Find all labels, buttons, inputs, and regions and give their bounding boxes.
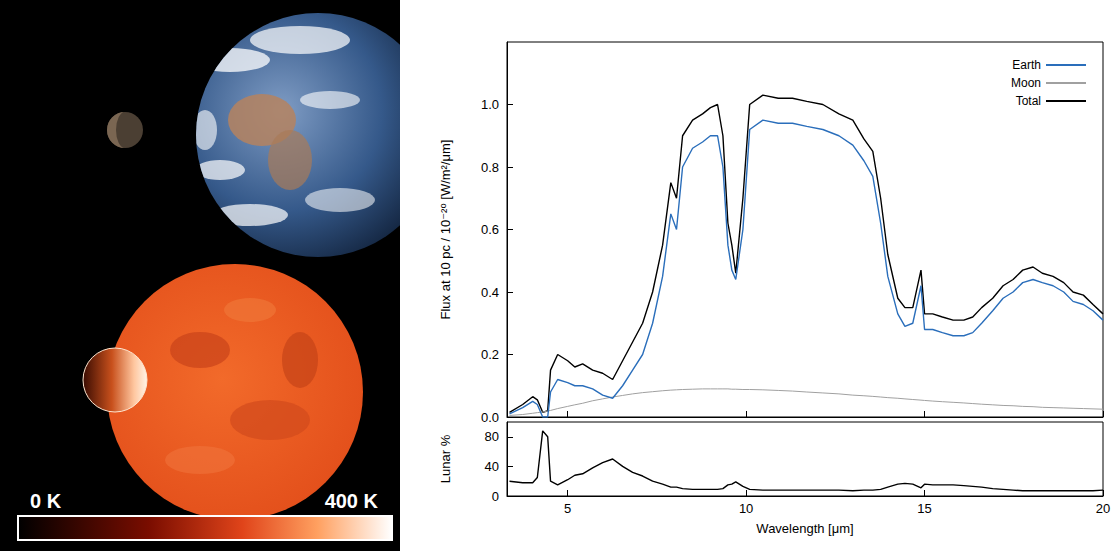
svg-text:Wavelength [μm]: Wavelength [μm] <box>756 521 853 536</box>
svg-text:15: 15 <box>917 501 931 516</box>
svg-text:0 K: 0 K <box>30 490 62 512</box>
svg-text:1.0: 1.0 <box>481 97 499 112</box>
svg-text:0.6: 0.6 <box>481 222 499 237</box>
svg-text:0.0: 0.0 <box>481 410 499 425</box>
svg-text:0.4: 0.4 <box>481 285 499 300</box>
svg-text:Lunar %: Lunar % <box>438 434 453 483</box>
svg-text:Flux at 10 pc / 10⁻²⁰ [W/m²/μm: Flux at 10 pc / 10⁻²⁰ [W/m²/μm] <box>438 140 453 320</box>
svg-text:0: 0 <box>492 489 499 504</box>
svg-text:Total: Total <box>1016 94 1041 108</box>
svg-text:80: 80 <box>485 429 499 444</box>
svg-text:Earth: Earth <box>1012 58 1041 72</box>
svg-text:40: 40 <box>485 459 499 474</box>
svg-text:0.2: 0.2 <box>481 347 499 362</box>
svg-text:20: 20 <box>1096 501 1110 516</box>
svg-text:Moon: Moon <box>1011 76 1041 90</box>
svg-text:5: 5 <box>564 501 571 516</box>
svg-text:0.8: 0.8 <box>481 160 499 175</box>
svg-text:400 K: 400 K <box>325 490 379 512</box>
svg-text:10: 10 <box>739 501 753 516</box>
